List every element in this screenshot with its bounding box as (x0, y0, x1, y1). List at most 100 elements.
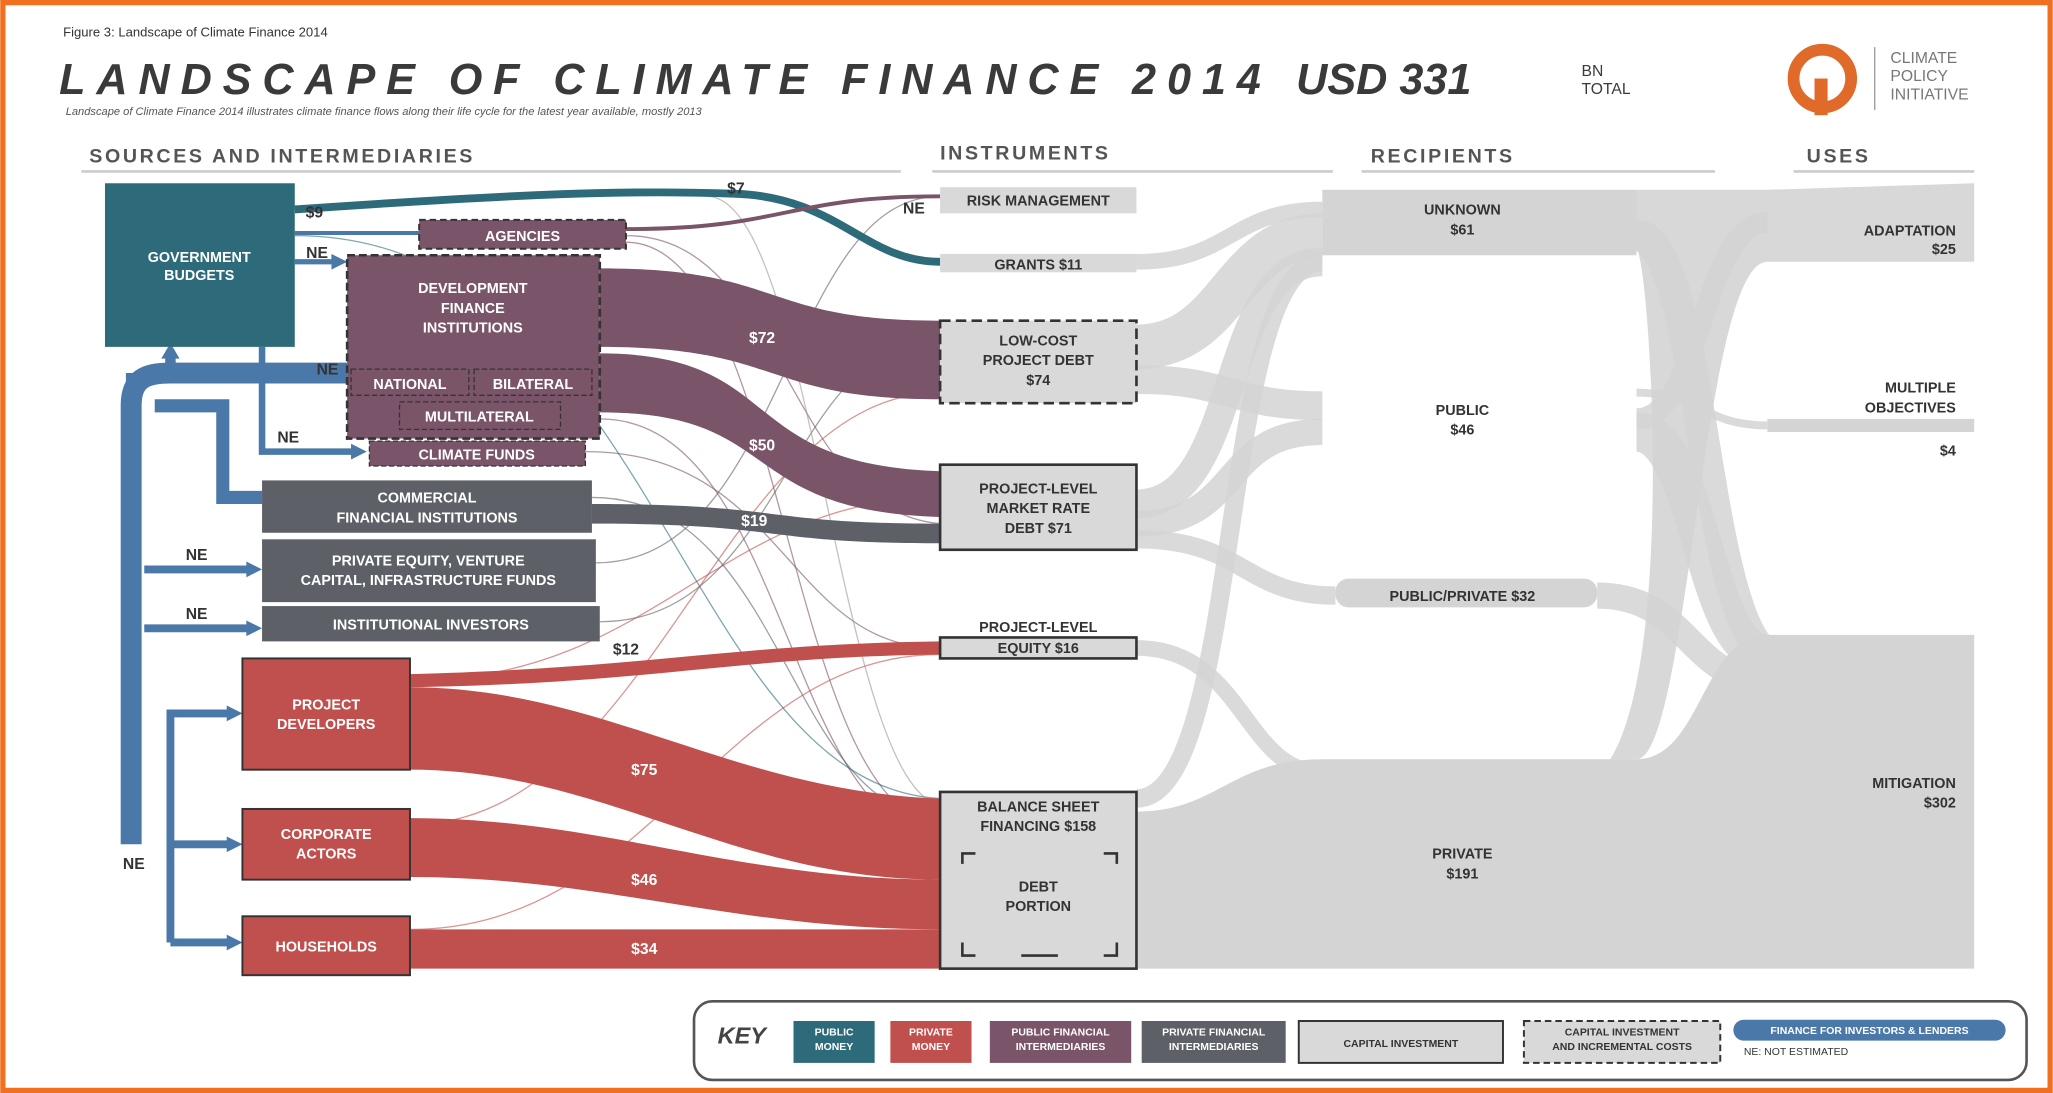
node (398, 401, 562, 431)
key-swatch (1141, 1021, 1286, 1063)
column-header: SOURCES AND INTERMEDIARIES (89, 145, 475, 167)
key-item: MONEY (912, 1042, 950, 1053)
flow-band (409, 687, 941, 880)
flow-link (1136, 530, 1336, 605)
flow-link (1136, 640, 1323, 781)
use-label: MULTIPLE (1885, 381, 1956, 397)
flow-band (409, 818, 941, 930)
use-label: MITIGATION (1872, 776, 1956, 792)
flow-label: NE (186, 547, 208, 564)
instrument-label: DEBT (1019, 879, 1058, 895)
source-label: CORPORATE (281, 827, 372, 843)
flow-band (599, 268, 941, 400)
flow-band (409, 929, 941, 969)
source-label: MULTILATERAL (425, 409, 534, 425)
node (262, 480, 592, 533)
key-item: MONEY (815, 1042, 853, 1053)
flow-label: $46 (631, 872, 657, 889)
subtitle: Landscape of Climate Finance 2014 illust… (66, 106, 703, 118)
flow-link (625, 194, 941, 232)
node (241, 657, 411, 771)
arrowheads (161, 253, 367, 951)
flow-band (1767, 418, 1975, 432)
key-swatch (1522, 1020, 1722, 1064)
node (938, 636, 1138, 660)
key-note: NE: NOT ESTIMATED (1744, 1047, 1849, 1058)
flow-band (591, 503, 941, 544)
node (241, 915, 411, 977)
flow-link (154, 399, 263, 504)
source-label: GOVERNMENT (148, 250, 251, 266)
source-label: FINANCIAL INSTITUTIONS (336, 510, 517, 526)
source-label: PROJECT (292, 697, 360, 713)
flow-label: $19 (741, 513, 767, 530)
recipient-label: PRIVATE (1432, 847, 1493, 863)
total-unit: BN (1582, 63, 1604, 80)
flow-label: NE (123, 856, 145, 873)
arrowhead (246, 620, 263, 637)
figure-label: Figure 3: Landscape of Climate Finance 2… (63, 25, 328, 40)
flow-label: NE (186, 606, 208, 623)
key-item: INTERMEDIARIES (1169, 1042, 1259, 1053)
flow-band (599, 353, 941, 518)
instrument-label: PROJECT-LEVEL (979, 620, 1097, 636)
source-label: NATIONAL (373, 377, 446, 393)
dashed-inset (961, 852, 1119, 957)
recipient-label: $46 (1450, 423, 1474, 439)
source-label: AGENCIES (485, 229, 560, 245)
instrument-label: RISK MANAGEMENT (967, 194, 1110, 210)
instrument-label: FINANCING $158 (980, 819, 1096, 835)
flow-link (258, 346, 357, 455)
grey-links (1135, 201, 1778, 808)
node (940, 253, 1137, 273)
arrowhead (161, 342, 180, 359)
node (262, 539, 596, 603)
flow-link (294, 188, 941, 266)
flow-label: NE (277, 429, 299, 446)
column-header: INSTRUMENTS (940, 143, 1111, 165)
flow-band (1322, 189, 1637, 256)
flow-label: NE (317, 361, 339, 378)
logo-stem (1814, 78, 1828, 116)
key-item: AND INCREMENTAL COSTS (1552, 1042, 1692, 1053)
flow-label: $75 (631, 762, 657, 779)
source-label: COMMERCIAL (377, 491, 476, 507)
instrument-label: BALANCE SHEET (977, 800, 1099, 816)
key-item: PUBLIC (815, 1027, 854, 1038)
instrument-label: MARKET RATE (987, 501, 1091, 517)
node (940, 187, 1137, 214)
flow-link (585, 450, 941, 649)
public-flows (120, 231, 420, 947)
flow-link (595, 195, 941, 564)
recipient-label: $191 (1446, 866, 1478, 882)
arrowhead (331, 253, 348, 270)
logo-text: INITIATIVE (1890, 86, 1968, 103)
node (418, 218, 627, 250)
source-label: FINANCE (441, 301, 505, 317)
key-swatch (989, 1021, 1132, 1063)
source-label: CLIMATE FUNDS (419, 447, 536, 463)
key-item: PUBLIC FINANCIAL (1011, 1027, 1110, 1038)
flow-label: NE (903, 200, 925, 217)
key-item: CAPITAL INVESTMENT (1565, 1027, 1680, 1038)
source-label: INSTITUTIONAL INVESTORS (333, 618, 529, 634)
node (473, 368, 593, 396)
key-swatch (1733, 1019, 2006, 1041)
key-swatch (793, 1021, 875, 1063)
flow-label: $12 (613, 641, 639, 658)
logo-text: POLICY (1890, 68, 1948, 85)
arrowhead (226, 836, 243, 853)
node (938, 319, 1138, 405)
key-swatch (890, 1021, 972, 1063)
title: LANDSCAPE OF CLIMATE FINANCE 2014 (59, 56, 1261, 104)
flow-label: NE (306, 245, 328, 262)
key-item: FINANCE FOR INVESTORS & LENDERS (1770, 1026, 1968, 1037)
recipient-label: PUBLIC/PRIVATE $32 (1390, 589, 1536, 605)
flow-label: $50 (749, 437, 775, 454)
flow-link (1636, 388, 1768, 430)
instrument-label: PROJECT DEBT (983, 353, 1094, 369)
node (938, 790, 1138, 970)
flow-link (1596, 582, 1769, 694)
recipient-label: PUBLIC (1436, 403, 1490, 419)
node (241, 807, 411, 881)
